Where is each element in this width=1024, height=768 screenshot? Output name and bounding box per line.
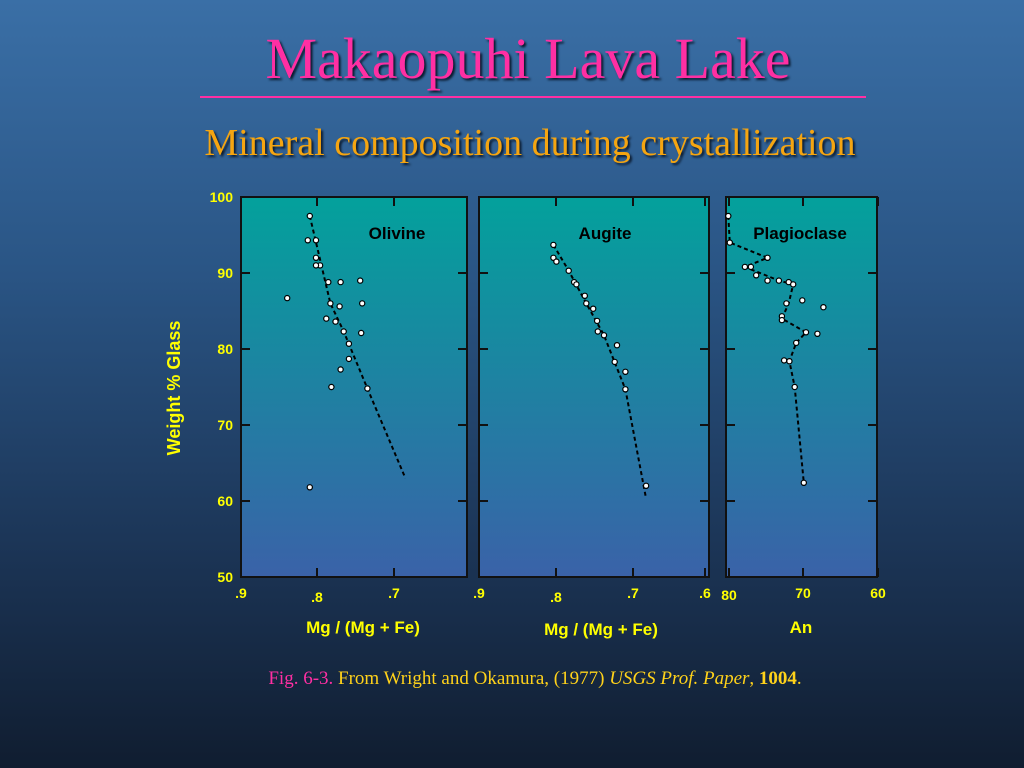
data-point bbox=[642, 482, 650, 489]
data-point bbox=[328, 383, 335, 391]
data-point bbox=[345, 355, 353, 363]
data-point bbox=[337, 366, 344, 373]
panel-title-augite: Augite bbox=[579, 224, 632, 243]
data-point bbox=[764, 277, 771, 284]
data-point bbox=[622, 386, 629, 393]
data-point bbox=[593, 317, 601, 325]
panel-title-olivine: Olivine bbox=[369, 224, 426, 243]
data-point bbox=[358, 329, 365, 337]
data-point bbox=[550, 241, 557, 249]
caption-fig-number: Fig. 6-3. bbox=[268, 668, 334, 689]
panel-title-plagioclase: Plagioclase bbox=[753, 224, 847, 243]
x-tick-label: .8 bbox=[311, 589, 323, 605]
data-point bbox=[725, 212, 732, 220]
caption-source: From Wright and Okamura, (1977) bbox=[333, 668, 610, 689]
data-point bbox=[600, 332, 608, 339]
data-point bbox=[357, 277, 364, 284]
data-point bbox=[786, 358, 793, 365]
x-tick-label: .8 bbox=[550, 589, 562, 605]
slide-title: Makaopuhi Lava Lake bbox=[265, 26, 791, 91]
y-axis-label: Weight % Glass bbox=[164, 321, 184, 456]
x-tick-label: .7 bbox=[627, 585, 639, 601]
data-point bbox=[332, 318, 339, 325]
data-point bbox=[573, 281, 580, 288]
data-point bbox=[764, 254, 771, 261]
data-point bbox=[611, 358, 618, 366]
data-point bbox=[583, 300, 590, 307]
data-point bbox=[802, 329, 810, 336]
data-point bbox=[327, 300, 334, 307]
title-underline bbox=[200, 96, 866, 98]
data-point bbox=[553, 258, 560, 265]
data-point bbox=[304, 237, 311, 244]
data-point bbox=[359, 300, 366, 307]
x-tick-label: .9 bbox=[235, 585, 247, 601]
x-axis-label: Mg / (Mg + Fe) bbox=[306, 618, 420, 637]
x-tick-label: .7 bbox=[388, 585, 400, 601]
data-point bbox=[345, 340, 353, 347]
data-point bbox=[594, 328, 602, 335]
data-point bbox=[581, 292, 589, 299]
y-tick-label: 50 bbox=[217, 569, 233, 585]
x-tick-label: .9 bbox=[473, 585, 485, 601]
data-point bbox=[799, 297, 806, 304]
panel-frame-1 bbox=[240, 196, 468, 578]
data-point bbox=[340, 328, 347, 335]
data-point bbox=[613, 342, 621, 349]
y-tick-label: 100 bbox=[210, 189, 234, 205]
caption-volume: 1004 bbox=[758, 668, 797, 689]
data-point bbox=[747, 263, 755, 271]
data-point bbox=[780, 357, 788, 364]
data-point bbox=[306, 212, 313, 220]
data-point bbox=[284, 294, 291, 302]
data-point bbox=[565, 267, 572, 274]
caption-end: . bbox=[796, 668, 802, 689]
caption-journal: USGS Prof. Paper bbox=[609, 668, 750, 689]
x-tick-label: 60 bbox=[870, 585, 886, 601]
data-point bbox=[325, 278, 332, 286]
y-tick-label: 80 bbox=[217, 341, 233, 357]
data-point bbox=[590, 305, 597, 312]
data-point bbox=[312, 262, 320, 269]
data-point bbox=[778, 316, 786, 324]
data-point bbox=[775, 277, 783, 284]
data-point bbox=[753, 272, 760, 279]
data-point bbox=[622, 368, 629, 375]
data-point bbox=[783, 300, 790, 307]
data-point bbox=[312, 254, 320, 261]
data-point bbox=[336, 303, 343, 310]
data-point bbox=[790, 281, 797, 288]
y-tick-label: 60 bbox=[217, 493, 233, 509]
data-point bbox=[820, 304, 827, 311]
caption-comma: , bbox=[749, 668, 759, 689]
panel-frame-2 bbox=[478, 196, 710, 578]
data-point bbox=[306, 484, 313, 491]
y-tick-label: 90 bbox=[217, 265, 233, 281]
data-point bbox=[337, 278, 344, 286]
x-tick-label: 70 bbox=[795, 585, 811, 601]
data-point bbox=[323, 315, 330, 322]
data-point bbox=[791, 383, 798, 391]
slide-subtitle: Mineral composition during crystallizati… bbox=[204, 122, 856, 164]
data-point bbox=[312, 237, 320, 244]
x-axis-label: An bbox=[790, 618, 813, 637]
x-axis-label: Mg / (Mg + Fe) bbox=[544, 620, 658, 639]
x-tick-label: 80 bbox=[721, 587, 737, 603]
data-point bbox=[800, 479, 808, 486]
data-point bbox=[726, 239, 734, 246]
data-point bbox=[364, 385, 371, 392]
x-tick-label: .6 bbox=[699, 585, 711, 601]
data-point bbox=[741, 263, 749, 271]
data-point bbox=[793, 339, 800, 347]
y-tick-label: 70 bbox=[217, 417, 233, 433]
figure-caption: Fig. 6-3. From Wright and Okamura, (1977… bbox=[0, 668, 1024, 690]
panel-frame-3 bbox=[725, 196, 878, 578]
data-point bbox=[814, 330, 821, 337]
